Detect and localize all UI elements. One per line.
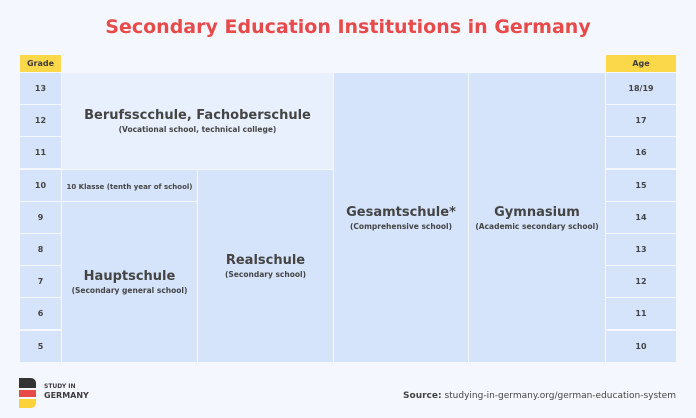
grade-cell: 5 [20,330,61,362]
school-desc: (Secondary general school) [71,286,188,295]
school-name: 10 Klasse (tenth year of school) [66,182,193,191]
grade-header: Grade [20,55,61,72]
logo-line2: GERMANY [44,391,89,400]
gesamtschule-block: Gesamtschule* (Comprehensive school) [334,73,468,362]
age-cell: 13 [606,234,676,265]
source: Source: studying-in-germany.org/german-e… [403,391,676,401]
school-name: Gesamtschule* [346,204,456,220]
grade-cell: 10 [20,169,61,201]
grade-cell: 13 [20,73,61,104]
berufsschule-block: Berufsscchule, Fachoberschule (Vocationa… [62,73,333,169]
grade-cell: 6 [20,298,61,330]
age-cell: 11 [606,298,676,330]
school-desc: (Secondary school) [224,270,307,279]
age-cell: 17 [606,105,676,137]
klasse10-block: 10 Klasse (tenth year of school) [62,170,197,201]
school-name: Berufsscchule, Fachoberschule [84,108,311,123]
age-header: Age [606,55,676,72]
age-cell: 10 [606,330,676,362]
realschule-block: Realschule (Secondary school) [198,170,333,362]
age-cell: 16 [606,137,676,169]
age-cell: 12 [606,266,676,298]
logo-line1: STUDY IN [44,383,76,390]
source-label: Source: [403,391,442,401]
grade-cell: 11 [20,137,61,169]
grade-cell: 12 [20,105,61,137]
school-desc: (Academic secondary school) [475,221,599,231]
page-title: Secondary Education Institutions in Germ… [105,16,591,38]
school-name: Gymnasium [494,204,580,220]
gymnasium-block: Gymnasium (Academic secondary school) [469,73,605,362]
school-name: Hauptschule [83,269,176,284]
school-name: Realschule [225,253,306,268]
age-cell: 18/19 [606,73,676,104]
logo: STUDY IN GERMANY [19,378,89,408]
grade-cell: 8 [20,234,61,265]
grade-cell: 9 [20,201,61,233]
grade-cell: 7 [20,266,61,298]
age-cell: 14 [606,201,676,233]
school-desc: (Comprehensive school) [350,221,452,231]
source-url: studying-in-germany.org/german-education… [444,391,676,401]
school-desc: (Vocational school, technical college) [118,125,277,134]
age-cell: 15 [606,169,676,201]
hauptschule-block: Hauptschule (Secondary general school) [62,202,197,362]
